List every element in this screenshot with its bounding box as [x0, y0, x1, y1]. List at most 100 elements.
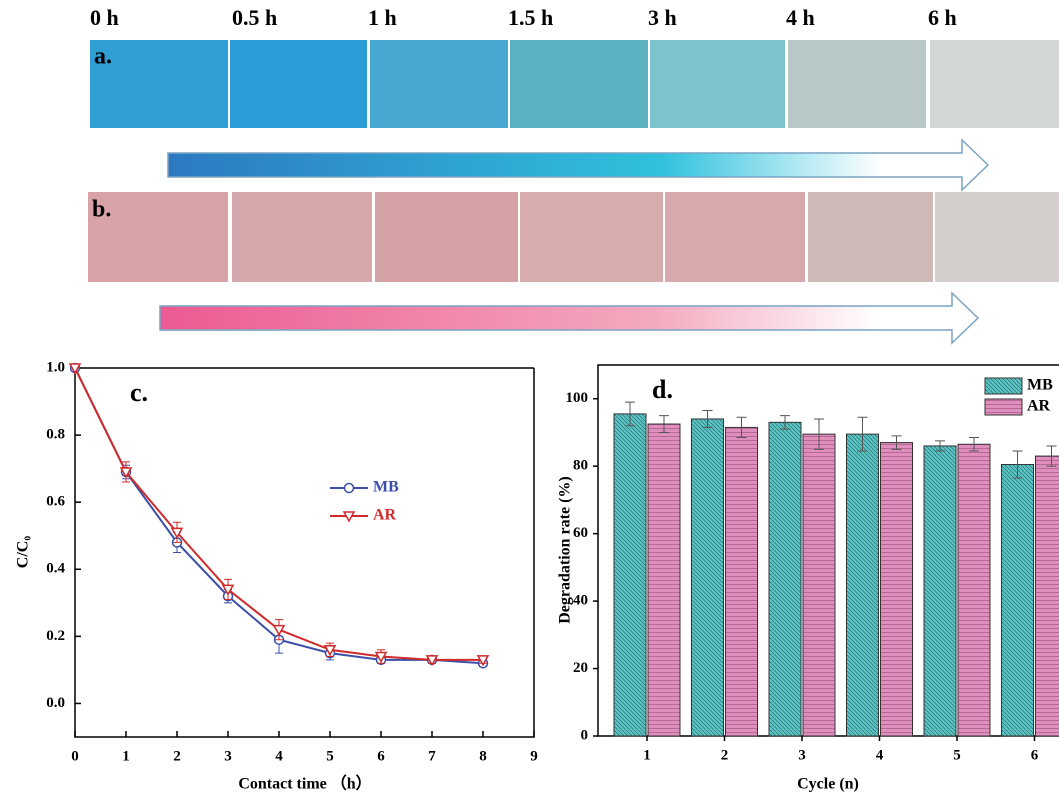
marker — [476, 655, 490, 667]
legend-swatch — [984, 398, 1023, 416]
x-tick-label: 3 — [224, 748, 232, 764]
x-tick-label: 3 — [798, 747, 806, 763]
error-bar — [969, 437, 979, 452]
x-tick-label: 1 — [643, 747, 651, 763]
bar — [880, 442, 913, 737]
marker — [374, 651, 388, 664]
arrow — [167, 138, 990, 192]
marker — [272, 624, 286, 637]
legend-marker — [342, 511, 356, 523]
panel-label: a. — [94, 44, 112, 70]
annotation: c. — [130, 378, 148, 407]
error-bar — [891, 435, 902, 450]
photo — [520, 192, 663, 282]
error-bar — [625, 401, 635, 427]
error-bar — [659, 415, 669, 433]
photo — [230, 40, 367, 128]
row-b — [88, 192, 1059, 282]
x-tick-label: 4 — [876, 747, 884, 763]
y-axis-label: Degradation rate (%) — [557, 476, 574, 624]
bar — [613, 413, 647, 737]
time-label: 0.5 h — [232, 5, 277, 30]
time-label: 1 h — [368, 5, 397, 30]
x-tick-label: 1 — [122, 748, 130, 764]
legend-label: AR — [373, 507, 397, 524]
y-tick-label: 0 — [581, 727, 589, 743]
photo — [808, 192, 933, 282]
marker — [119, 467, 133, 479]
x-tick-label: 2 — [721, 747, 729, 763]
photo — [665, 192, 805, 282]
series-line — [74, 367, 484, 665]
x-tick-label: 0 — [71, 748, 79, 764]
annotation: d. — [652, 375, 673, 404]
time-label: 0 h — [90, 5, 119, 30]
error-bar — [1046, 445, 1057, 467]
y-tick-label: 60 — [573, 525, 588, 541]
x-tick-label: 7 — [428, 748, 436, 764]
marker — [68, 363, 82, 375]
bar — [802, 433, 836, 737]
y-tick-label: 1.0 — [46, 359, 65, 375]
x-axis-label: Cycle (n) — [797, 776, 859, 793]
y-tick-label: 0.2 — [46, 628, 65, 644]
marker — [170, 527, 184, 539]
bar — [1035, 455, 1059, 737]
marker — [221, 584, 235, 596]
error-bar — [935, 440, 945, 452]
x-tick-label: 8 — [479, 748, 487, 764]
x-tick-label: 9 — [530, 748, 538, 764]
photo — [375, 192, 518, 282]
bar — [846, 433, 879, 737]
error-bar — [736, 416, 747, 439]
y-tick-label: 0.0 — [46, 695, 65, 711]
x-axis-label: Contact time （h） — [238, 775, 371, 793]
y-tick-label: 0.4 — [46, 561, 65, 577]
time-label: 3 h — [648, 5, 677, 30]
bar — [647, 423, 681, 737]
panel-label: b. — [92, 197, 111, 223]
y-tick-label: 20 — [573, 660, 588, 676]
x-tick-label: 5 — [953, 747, 961, 763]
axes-frame — [74, 367, 535, 738]
x-tick-label: 4 — [275, 748, 283, 764]
legend-label: AR — [1027, 398, 1051, 415]
bar — [725, 426, 758, 737]
error-bar — [1012, 450, 1023, 479]
marker — [425, 655, 439, 667]
bar — [1001, 463, 1034, 737]
x-tick-label: 2 — [173, 748, 181, 764]
photo — [935, 192, 1059, 282]
photo — [510, 40, 648, 128]
time-label: 4 h — [786, 5, 815, 30]
y-tick-label: 40 — [573, 593, 588, 609]
series-line — [74, 367, 483, 661]
legend-label: MB — [373, 479, 399, 496]
marker — [323, 645, 337, 657]
legend-label: MB — [1027, 377, 1053, 394]
legend-marker — [343, 482, 355, 494]
photo — [232, 192, 372, 282]
bar — [957, 443, 991, 737]
error-bar — [857, 416, 868, 452]
x-tick-label: 6 — [377, 748, 385, 764]
y-axis-label: C/C₀ — [15, 536, 32, 569]
y-tick-label: 80 — [573, 458, 588, 474]
photo-strips — [88, 40, 1059, 345]
photo — [788, 40, 926, 128]
error-bar — [780, 415, 790, 430]
legend-swatch — [984, 377, 1023, 395]
error-bar — [702, 410, 713, 428]
bar — [923, 445, 957, 737]
row-a — [90, 40, 1059, 128]
bar — [768, 421, 802, 737]
error-bar — [814, 418, 824, 450]
photo — [90, 40, 228, 128]
y-tick-label: 0.6 — [46, 494, 65, 510]
bar — [691, 418, 724, 737]
y-tick-label: 100 — [566, 390, 589, 406]
photo — [930, 40, 1059, 128]
photo — [650, 40, 785, 128]
x-tick-label: 5 — [326, 748, 334, 764]
